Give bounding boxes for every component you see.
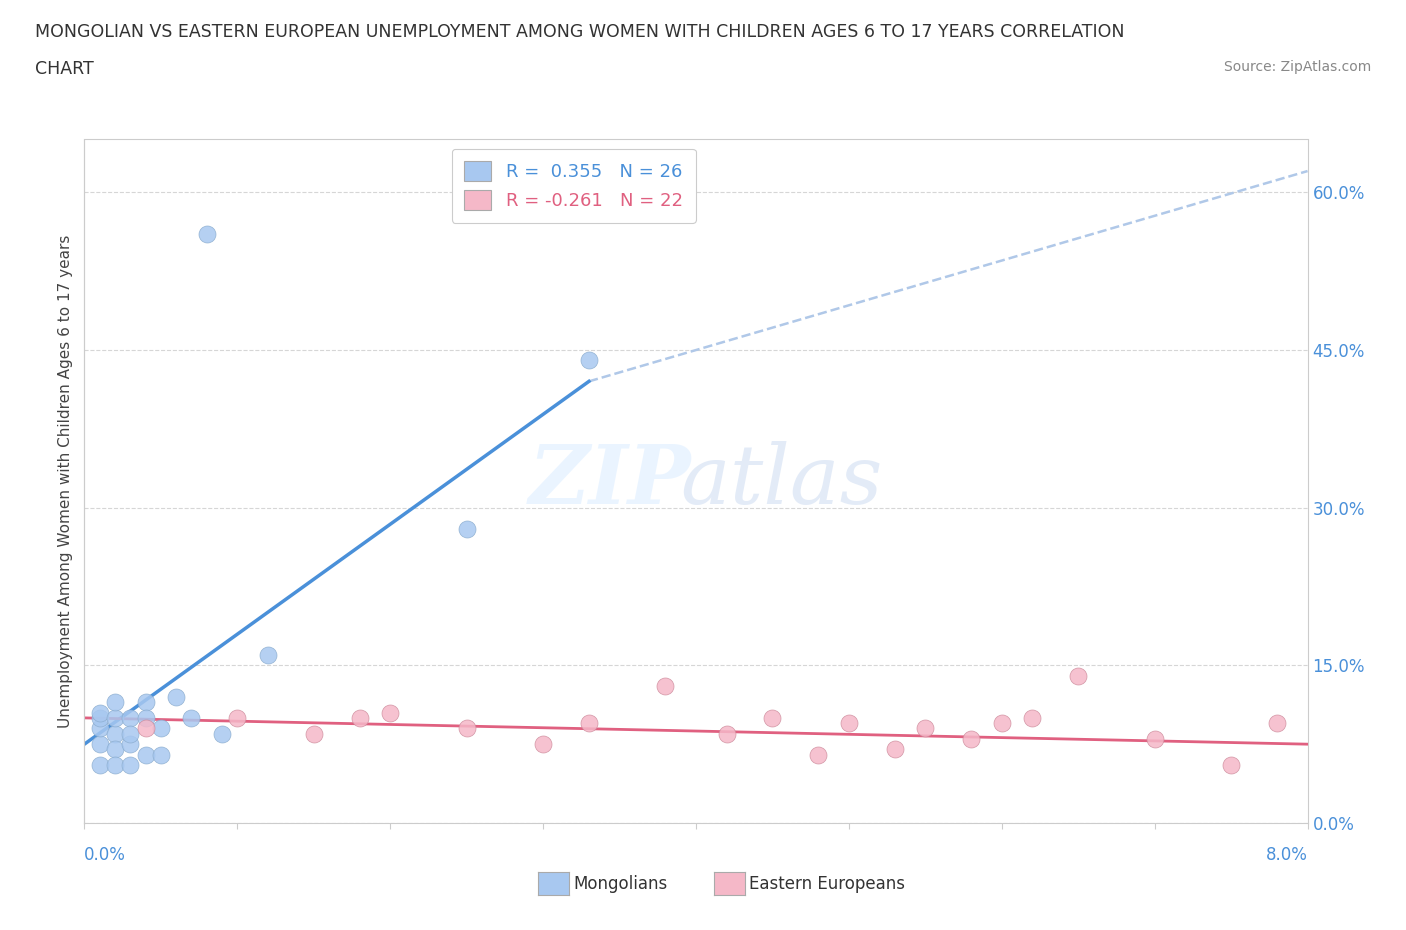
Point [226,711,249,725]
Point [180,711,202,725]
Point [89,758,111,773]
Point [807,748,830,763]
Point [578,716,600,731]
Point [104,742,127,757]
Point [456,521,478,536]
Point [257,647,280,662]
Point [120,726,142,741]
Point [135,695,157,710]
Text: Eastern Europeans: Eastern Europeans [749,874,905,893]
Point [1143,732,1166,747]
Point [149,721,172,736]
Text: MONGOLIAN VS EASTERN EUROPEAN UNEMPLOYMENT AMONG WOMEN WITH CHILDREN AGES 6 TO 1: MONGOLIAN VS EASTERN EUROPEAN UNEMPLOYME… [35,23,1125,41]
Point [104,758,127,773]
Point [1021,711,1043,725]
Point [838,716,860,731]
Text: CHART: CHART [35,60,94,78]
Point [380,705,402,720]
Point [991,716,1014,731]
Point [120,758,142,773]
Point [89,721,111,736]
Point [761,711,783,725]
Point [104,711,127,725]
Text: ZIP: ZIP [529,441,692,522]
Point [89,737,111,751]
Point [456,721,478,736]
Point [135,748,157,763]
Point [211,726,233,741]
Point [120,737,142,751]
Text: 8.0%: 8.0% [1265,846,1308,864]
Point [883,742,905,757]
Point [960,732,983,747]
Point [578,352,600,367]
Point [302,726,325,741]
Text: 0.0%: 0.0% [84,846,127,864]
Point [165,689,187,704]
Point [104,726,127,741]
Point [89,711,111,725]
Y-axis label: Unemployment Among Women with Children Ages 6 to 17 years: Unemployment Among Women with Children A… [58,234,73,728]
Point [349,711,371,725]
Point [149,748,172,763]
Text: atlas: atlas [681,441,883,522]
Point [89,705,111,720]
Point [1265,716,1288,731]
Point [135,711,157,725]
Text: Mongolians: Mongolians [574,874,668,893]
Point [135,721,157,736]
Text: Source: ZipAtlas.com: Source: ZipAtlas.com [1223,60,1371,74]
Point [716,726,738,741]
Point [1220,758,1243,773]
Point [104,695,127,710]
Point [531,737,554,751]
Point [1067,669,1090,684]
Point [914,721,936,736]
Point [120,711,142,725]
Point [654,679,676,694]
Point [195,227,218,242]
Legend: R =  0.355   N = 26, R = -0.261   N = 22: R = 0.355 N = 26, R = -0.261 N = 22 [451,149,696,222]
